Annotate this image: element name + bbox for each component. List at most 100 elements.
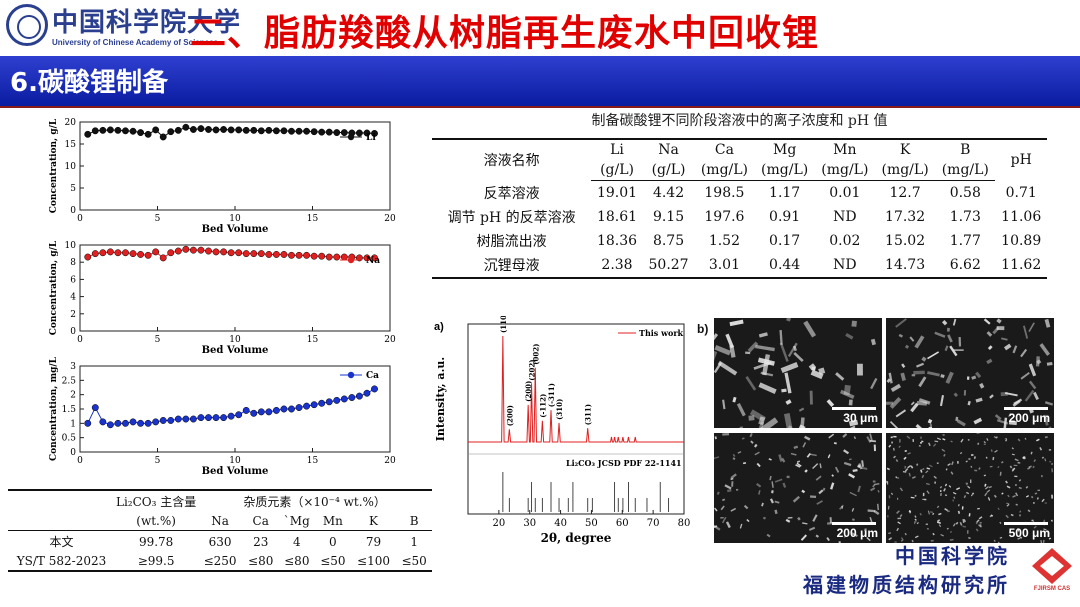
data-point [212,126,220,134]
sem-image-4-texture [886,433,1054,543]
sem-particle [888,532,891,535]
sem-particle [894,541,897,543]
x-tick-label: 30 [523,518,536,529]
data-point [174,247,182,255]
x-tick-label: 10 [229,214,241,224]
sem-particle [795,464,801,468]
data-point [303,127,311,135]
legend-marker [347,371,355,379]
data-point [310,128,318,136]
data-point [152,248,160,256]
sem-particle [929,464,933,468]
sem-image-3: 200 μm [714,433,882,543]
sem-particle [959,521,963,526]
table-row: 反萃溶液 19.01 4.42 198.5 1.17 0.01 12.7 0.58 0.71 [432,181,1047,205]
data-point [272,127,280,135]
sem-particle [748,415,755,421]
sem-particle [1047,426,1053,428]
sem-particle [786,475,790,479]
sem-particle [826,399,835,407]
table-cell: 12.7 [889,184,921,201]
fjirsm-badge-text: FJIRSM CAS [1033,586,1071,592]
sem-particle [965,491,970,495]
sem-particle [852,468,858,473]
data-point [84,253,92,261]
x-tick-label: 40 [554,518,567,529]
sem-particle [809,390,813,405]
sem-particle [907,465,912,469]
sem-particle [953,392,959,398]
sem-particle [945,371,954,384]
sem-particle [809,453,817,457]
table-cell: 11.06 [1001,208,1042,225]
sem-particle [916,463,919,466]
sem-particle [732,457,736,460]
sem-particle [979,521,982,524]
table-row: 本文 99.78 630 23 4 0 79 1 [8,531,432,553]
data-point [189,126,197,133]
sem-particle [714,436,717,440]
solution-name: 反萃溶液 [483,185,540,202]
data-point [242,406,250,414]
x-tick-label: 15 [307,214,319,224]
sem-particle [803,320,817,338]
x-tick-label: 80 [678,518,691,529]
sem-particle [801,489,806,494]
data-point [99,249,107,257]
table-cell: 19.01 [596,184,638,201]
data-point [91,127,99,135]
table-cell: 17.32 [885,208,926,225]
data-point [106,421,114,429]
sem-particle [962,525,967,528]
data-point [99,126,107,134]
sem-particle [810,495,817,499]
sem-particle [774,509,778,515]
sem-particle [839,389,855,400]
pur-el-header: B [396,512,432,531]
ion-unit: (mg/L) [874,160,936,181]
sem-particle [965,482,968,484]
scale-bar [1004,407,1048,410]
sem-particle [897,477,900,479]
sem-particle [888,372,893,384]
sem-particle [1005,514,1009,519]
sem-particle [785,399,792,405]
sem-particle [830,482,835,490]
data-point [355,254,363,262]
sem-particle [1014,483,1017,487]
data-point [197,414,205,422]
sem-particle [730,477,734,481]
sem-particle [787,516,793,519]
data-point [174,415,182,423]
table-cell: 0.44 [754,252,815,279]
table-cell: 4 [292,534,301,549]
data-point [205,247,212,255]
sem-particle [758,416,766,426]
sem-particle [914,521,916,525]
sem-particle [834,466,840,473]
table-row: 树脂流出液 18.36 8.75 1.52 0.17 0.02 15.02 1.77 10.89 [432,229,1047,253]
y-tick-label: 0 [70,448,76,458]
sem-particle [763,516,766,520]
sem-particle [986,331,993,337]
data-point [310,401,318,409]
sem-particle [920,436,922,439]
sem-particle [886,481,889,485]
sem-particle [1033,391,1039,401]
sem-particle [802,442,807,448]
sem-particle [951,461,954,466]
sem-particle [897,521,901,525]
sem-particle [851,532,858,537]
sem-particle [852,518,855,521]
sem-particle [940,374,945,378]
sem-particle [950,471,954,475]
ion-unit: (g/L) [642,160,695,181]
sem-particle [970,479,972,483]
sem-particle [946,327,950,332]
data-point [280,127,288,135]
sem-particle [985,456,988,459]
x-axis-title: 2θ, degree [541,531,612,545]
peak-label: (311) [584,404,593,425]
sem-particle [1031,519,1034,522]
pur-impurity-header: 杂质元素（×10⁻⁴ wt.%） [197,489,432,512]
